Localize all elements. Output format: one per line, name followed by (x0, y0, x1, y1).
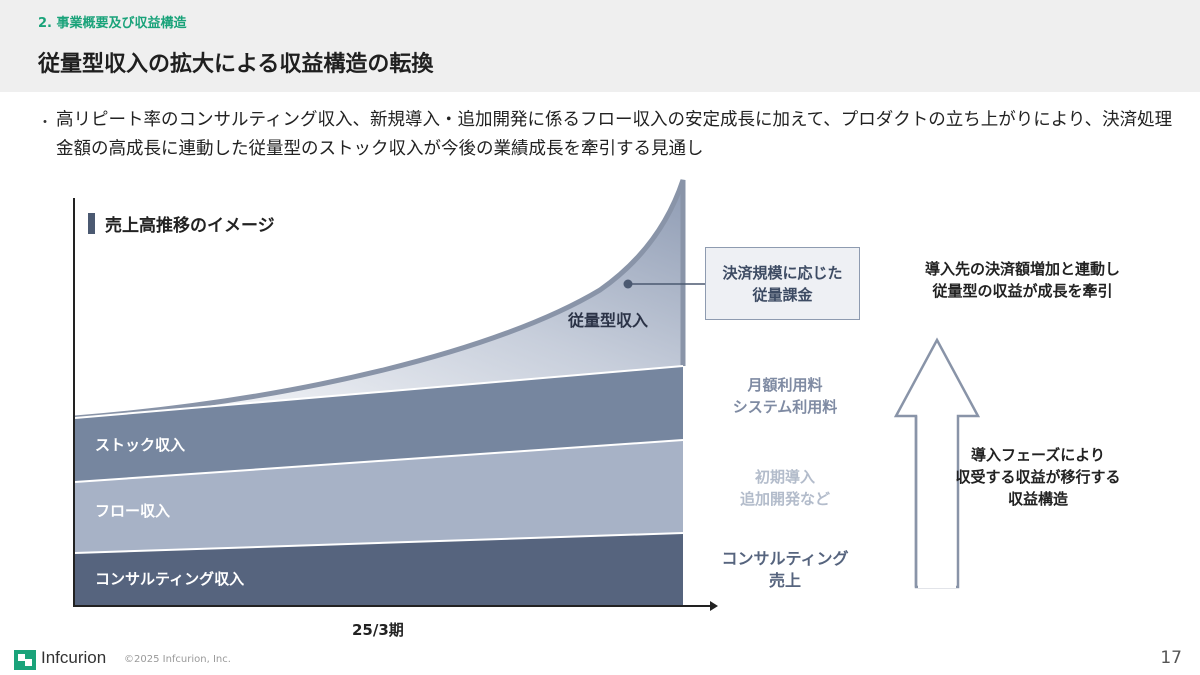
usage-callout-line2: 従量課金 (752, 285, 813, 304)
header-band (0, 0, 1200, 92)
growth-caption-line2: 従量型の収益が成長を牽引 (932, 282, 1113, 300)
flow-layer (75, 440, 683, 553)
usage-callout-box: 決済規模に応じた 従量課金 (705, 247, 860, 320)
flow-caption-line1: 初期導入 (754, 468, 815, 486)
revenue-image-chart: 売上高推移のイメージ 従量型収入 ストック収入 フロー収入 コンサルティング収入… (73, 179, 981, 639)
stock-caption-line1: 月額利用料 (747, 376, 823, 394)
usage-layer-outline (74, 179, 686, 421)
page-number: 17 (1160, 648, 1182, 668)
stock-caption: 月額利用料 システム利用料 (705, 374, 865, 418)
consulting-layer (75, 533, 683, 606)
growth-arrow-mask (918, 420, 956, 588)
flow-layer-label: フロー収入 (95, 502, 170, 520)
growth-caption: 導入先の決済額増加と連動し 従量型の収益が成長を牽引 (880, 258, 1165, 302)
usage-layer-label: 従量型収入 (567, 311, 648, 330)
phase-caption-line3: 収益構造 (1007, 490, 1068, 508)
stock-layer-label: ストック収入 (95, 436, 185, 454)
flow-caption: 初期導入 追加開発など (705, 466, 865, 510)
consulting-layer-label: コンサルティング収入 (95, 570, 244, 588)
footer-brand: Infcurion (41, 648, 107, 667)
phase-caption-line1: 導入フェーズにより (971, 446, 1105, 464)
flow-caption-line2: 追加開発など (739, 490, 830, 508)
chart-heading: 売上高推移のイメージ (105, 215, 275, 236)
section-label: 2. 事業概要及び収益構造 (38, 16, 187, 31)
phase-caption: 導入フェーズにより 収受する収益が移行する 収益構造 (918, 444, 1158, 510)
stock-caption-line2: システム利用料 (732, 398, 838, 416)
heading-marker (88, 213, 95, 234)
x-axis-arrowhead (710, 601, 718, 611)
phase-caption-line2: 収受する収益が移行する (955, 468, 1121, 486)
consulting-caption-line1: コンサルティング (721, 549, 849, 568)
layer-divider (74, 439, 684, 483)
bullet-dot: ・ (38, 115, 52, 131)
consulting-caption-line2: 売上 (768, 571, 801, 590)
consulting-caption: コンサルティング 売上 (700, 548, 870, 592)
stock-layer (75, 366, 683, 482)
layer-divider (74, 365, 684, 419)
layer-divider (74, 532, 684, 554)
usage-callout-line1: 決済規模に応じた (722, 263, 843, 282)
intro-paragraph: 高リピート率のコンサルティング収入、新規導入・追加開発に係るフロー収入の安定成長… (56, 110, 1173, 159)
x-axis-label: 25/3期 (352, 621, 404, 639)
growth-caption-line1: 導入先の決済額増加と連動し (924, 260, 1120, 278)
infcurion-logo-icon (14, 650, 36, 670)
page-title: 従量型収入の拡大による収益構造の転換 (38, 52, 434, 77)
usage-layer-area (75, 180, 683, 418)
footer-copyright: ©2025 Infcurion, Inc. (124, 654, 231, 665)
